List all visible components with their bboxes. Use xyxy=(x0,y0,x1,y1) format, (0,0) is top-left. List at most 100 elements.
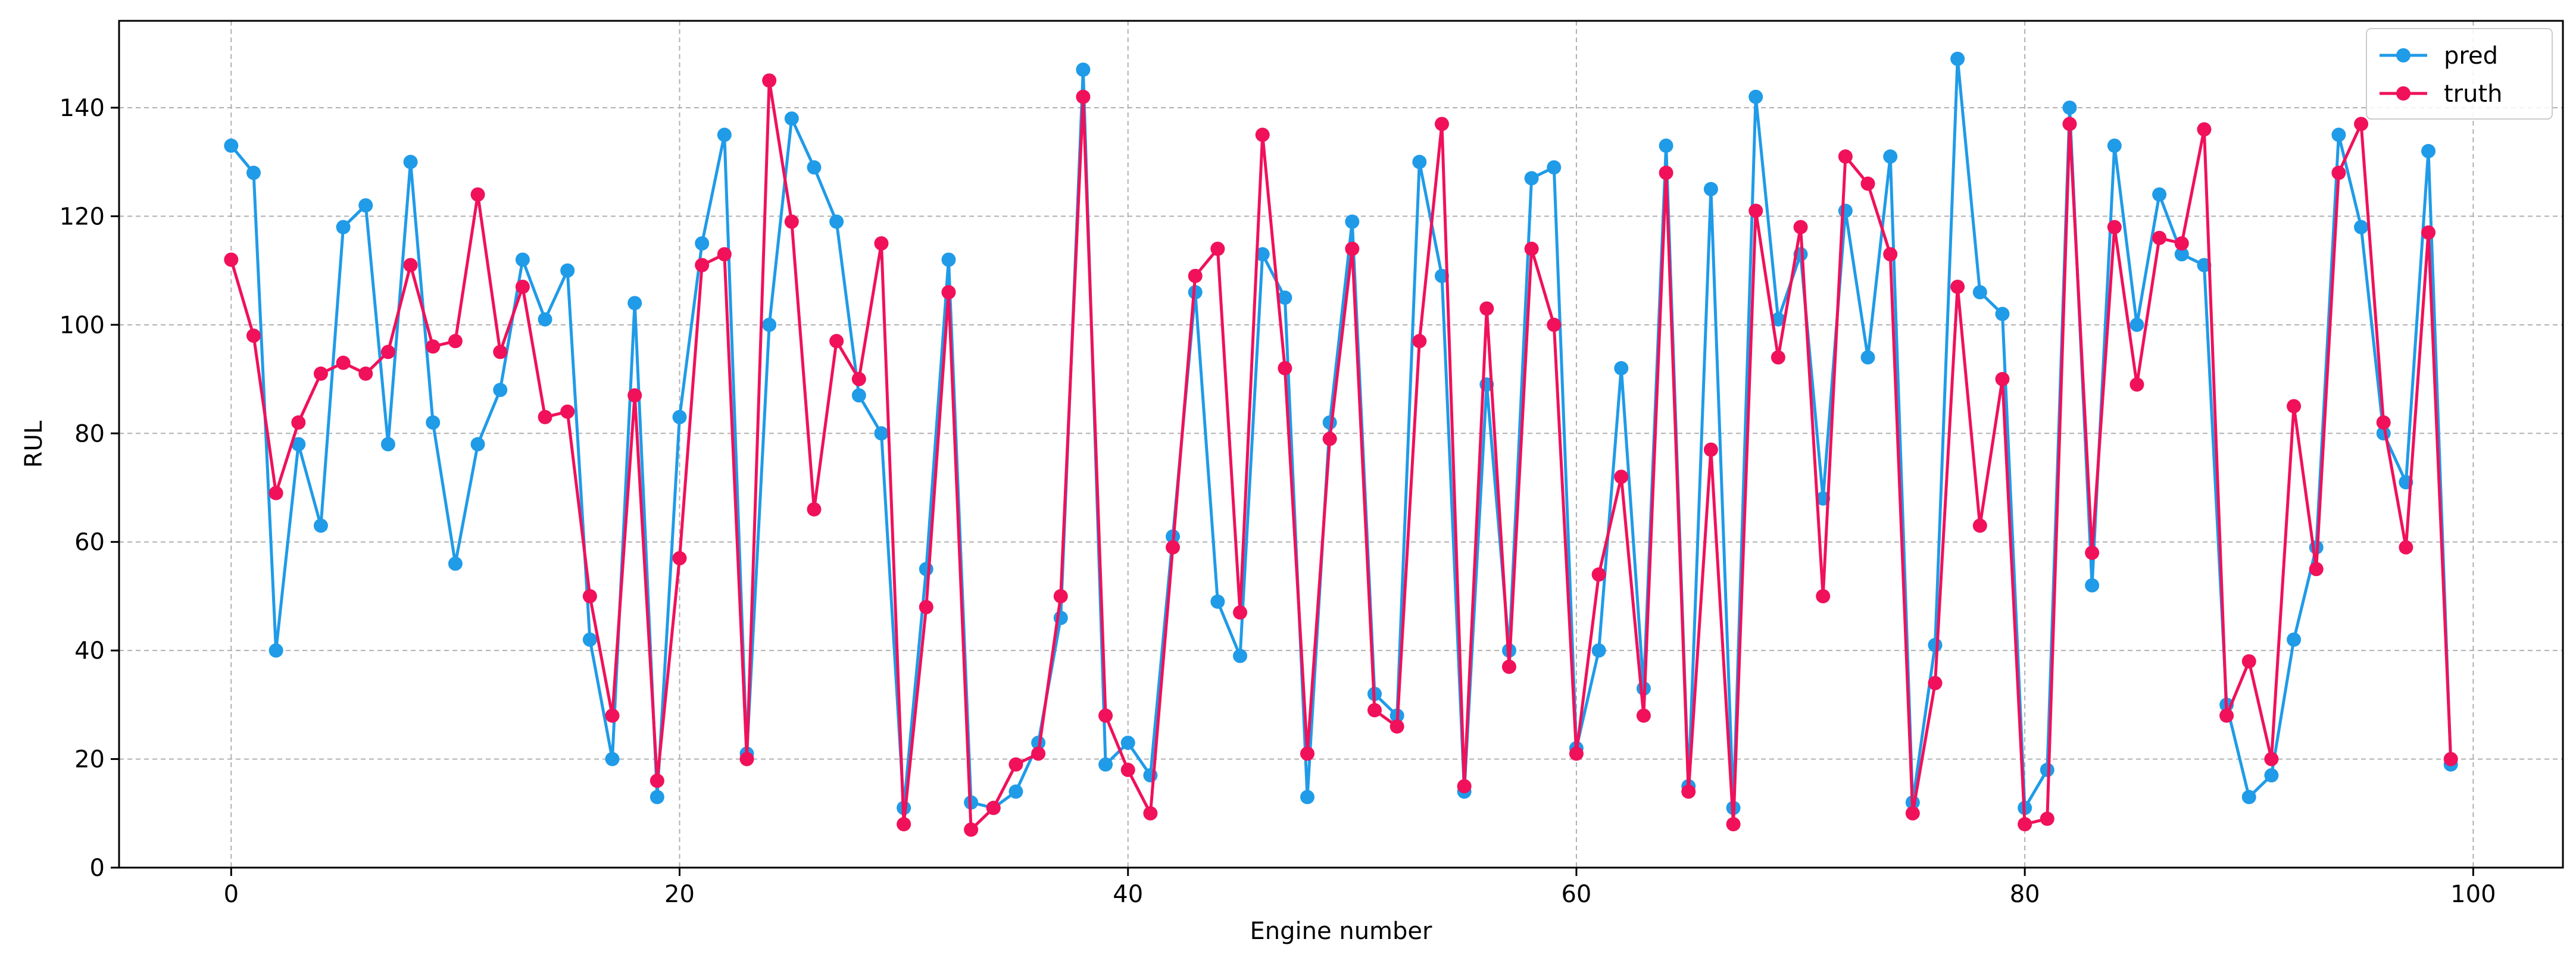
legend-label-truth: truth xyxy=(2444,80,2503,108)
data-point-truth xyxy=(2399,540,2413,555)
data-point-truth xyxy=(1614,470,1629,484)
data-point-truth xyxy=(1838,149,1853,164)
data-point-pred xyxy=(762,317,777,332)
data-point-pred xyxy=(1120,736,1135,750)
data-point-truth xyxy=(829,334,844,349)
data-point-truth xyxy=(1703,442,1718,457)
data-point-pred xyxy=(313,518,328,533)
data-point-pred xyxy=(717,127,732,142)
data-point-pred xyxy=(1972,285,1987,300)
data-point-pred xyxy=(1300,790,1315,805)
data-point-truth xyxy=(1300,746,1315,761)
data-point-truth xyxy=(426,339,441,354)
data-point-truth xyxy=(739,752,754,766)
data-point-pred xyxy=(1210,594,1225,609)
data-point-truth xyxy=(1905,806,1920,821)
x-tick-label: 60 xyxy=(1561,881,1591,908)
data-point-pred xyxy=(1748,89,1763,104)
data-point-truth xyxy=(941,285,956,300)
y-tick-label: 80 xyxy=(74,420,105,447)
x-tick-label: 40 xyxy=(1113,881,1143,908)
data-point-pred xyxy=(784,111,799,126)
data-point-truth xyxy=(2309,562,2324,577)
data-point-pred xyxy=(1233,649,1248,664)
data-point-pred xyxy=(380,437,395,452)
data-point-pred xyxy=(2354,220,2369,234)
data-point-truth xyxy=(1233,605,1248,620)
axis-ticks: 0 20 40 60 80 100 0 20 40 60 80 100 120 140 xyxy=(60,95,2496,908)
data-point-pred xyxy=(582,632,597,647)
data-point-pred xyxy=(2062,100,2077,115)
data-point-pred xyxy=(1995,306,2010,321)
data-point-pred xyxy=(2085,578,2100,593)
data-point-truth xyxy=(2421,225,2436,240)
data-point-truth xyxy=(1883,247,1898,262)
data-point-pred xyxy=(1659,138,1673,153)
data-point-truth xyxy=(2331,165,2346,180)
y-tick-label: 0 xyxy=(90,855,105,882)
data-point-pred xyxy=(2421,143,2436,158)
data-point-truth xyxy=(1143,806,1158,821)
data-point-truth xyxy=(246,328,261,343)
data-point-truth xyxy=(2287,399,2302,414)
y-tick-label: 60 xyxy=(74,529,105,556)
data-point-truth xyxy=(897,817,911,832)
data-point-truth xyxy=(851,372,866,387)
data-point-pred xyxy=(851,388,866,403)
data-point-pred xyxy=(1928,638,1943,653)
data-point-pred xyxy=(2174,247,2189,262)
data-point-truth xyxy=(784,214,799,229)
data-point-truth xyxy=(717,247,732,262)
x-tick-label: 100 xyxy=(2450,881,2496,908)
data-point-truth xyxy=(762,73,777,88)
data-point-truth xyxy=(1726,817,1741,832)
data-point-pred xyxy=(1008,784,1023,799)
series-pred xyxy=(224,51,2458,815)
data-point-truth xyxy=(582,589,597,603)
x-tick-label: 80 xyxy=(2010,881,2040,908)
grid xyxy=(119,21,2563,868)
data-point-truth xyxy=(2174,236,2189,251)
data-point-truth xyxy=(224,252,239,267)
y-tick-label: 40 xyxy=(74,637,105,665)
data-point-pred xyxy=(2241,790,2256,805)
data-point-truth xyxy=(493,345,508,359)
data-point-truth xyxy=(291,415,306,430)
legend-item-truth: truth xyxy=(2380,80,2503,108)
data-point-truth xyxy=(1547,317,1562,332)
data-point-pred xyxy=(941,252,956,267)
legend-box xyxy=(2366,28,2553,120)
data-point-truth xyxy=(1972,518,1987,533)
data-point-truth xyxy=(1076,89,1091,104)
data-point-truth xyxy=(1501,659,1516,674)
data-point-truth xyxy=(2241,654,2256,669)
y-axis-label: RUL xyxy=(20,420,48,468)
data-point-truth xyxy=(919,600,933,615)
data-point-truth xyxy=(1210,242,1225,256)
data-point-pred xyxy=(515,252,530,267)
data-point-pred xyxy=(291,437,306,452)
data-point-truth xyxy=(964,822,979,837)
data-point-pred xyxy=(1950,51,1965,66)
data-point-truth xyxy=(1816,589,1831,603)
data-point-pred xyxy=(627,296,642,311)
data-point-pred xyxy=(1860,350,1875,365)
y-tick-label: 140 xyxy=(60,95,105,122)
data-point-pred xyxy=(1614,361,1629,375)
data-point-pred xyxy=(358,198,373,213)
data-point-pred xyxy=(1255,247,1270,262)
y-tick-label: 100 xyxy=(60,312,105,339)
data-point-truth xyxy=(2354,117,2369,132)
data-point-truth xyxy=(1950,279,1965,294)
data-point-truth xyxy=(1748,204,1763,218)
data-point-truth xyxy=(2197,122,2212,137)
data-point-truth xyxy=(2040,811,2054,826)
data-point-pred xyxy=(874,426,889,441)
data-point-pred xyxy=(807,160,822,175)
data-point-truth xyxy=(1278,361,1292,375)
data-point-truth xyxy=(1322,431,1337,446)
data-point-truth xyxy=(672,551,687,566)
data-point-truth xyxy=(1188,268,1203,283)
data-point-truth xyxy=(1457,779,1472,794)
